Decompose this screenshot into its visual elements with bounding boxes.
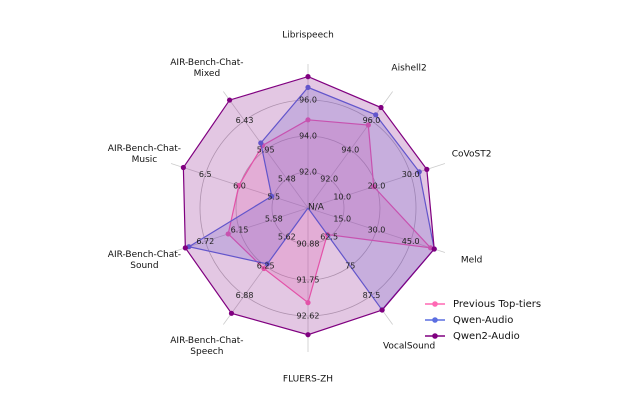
- data-point: [228, 310, 235, 316]
- data-point: [305, 117, 311, 123]
- axis-label: FLUERS-ZH: [282, 374, 334, 385]
- spoke: [307, 207, 446, 253]
- legend-entry: Qwen-Audio: [425, 312, 541, 328]
- data-point: [424, 166, 430, 172]
- tick-label: 30.0: [402, 170, 420, 179]
- gap-connector: [307, 207, 383, 311]
- axis-label: Meld: [460, 255, 483, 266]
- data-point: [305, 84, 311, 90]
- tick-label: 92.62: [297, 312, 320, 321]
- legend-dot: [432, 301, 438, 307]
- axis-label: CoVoST2: [451, 149, 492, 160]
- data-point: [373, 112, 379, 118]
- data-point: [182, 245, 188, 251]
- gap-connector: [266, 207, 309, 265]
- tick-label: 75: [345, 262, 355, 271]
- legend-entry: Qwen2-Audio: [425, 328, 541, 344]
- series-area: [228, 119, 431, 303]
- tick-label: 92.0: [299, 168, 317, 177]
- tick-label: 10.0: [333, 192, 351, 201]
- axis-label: Aishell2: [391, 63, 427, 74]
- center-label: N/A: [308, 203, 325, 213]
- data-point: [225, 231, 231, 237]
- data-point: [378, 104, 384, 111]
- tick-label: 30.0: [368, 226, 386, 235]
- tick-label: 5.48: [278, 174, 296, 183]
- axis-label: AIR-Bench-Chat- Mixed: [170, 57, 244, 79]
- data-point: [305, 74, 311, 80]
- data-point: [261, 265, 267, 272]
- axis-label: AIR-Bench-Chat- Speech: [170, 336, 244, 358]
- data-point: [236, 182, 242, 189]
- tick-label: 62.5: [320, 233, 338, 242]
- data-point: [431, 246, 437, 252]
- tick-label: 90.88: [297, 240, 320, 249]
- data-point: [379, 307, 385, 313]
- legend-dot: [432, 333, 438, 339]
- data-point: [365, 122, 371, 128]
- series-area: [188, 87, 435, 310]
- legend-swatch: [425, 301, 445, 307]
- axis-label: VocalSound: [382, 341, 436, 352]
- tick-label: 6.25: [257, 262, 275, 271]
- tick-label: 91.75: [297, 276, 320, 285]
- tick-label: 94.0: [341, 145, 359, 154]
- data-point: [371, 184, 377, 190]
- tick-label: 6.15: [231, 226, 249, 235]
- tick-label: 6.72: [196, 237, 214, 246]
- tick-label: 94.0: [299, 132, 317, 141]
- legend-label: Qwen-Audio: [453, 314, 514, 326]
- data-point: [416, 169, 422, 175]
- data-point: [258, 140, 264, 146]
- tick-label: 20.0: [368, 181, 386, 190]
- tick-label: 96.0: [299, 96, 317, 105]
- spoke: [307, 163, 446, 209]
- data-point: [264, 261, 270, 267]
- legend-dot: [432, 317, 438, 323]
- tick-label: 5.58: [265, 215, 283, 224]
- data-point: [305, 332, 311, 338]
- tick-label: 87.5: [363, 291, 381, 300]
- legend-label: Qwen2-Audio: [453, 330, 520, 342]
- tick-label: 6.5: [199, 170, 212, 179]
- data-point: [305, 300, 311, 306]
- spoke: [223, 91, 309, 209]
- tick-label: 5.62: [278, 233, 296, 242]
- tick-label: 6.0: [233, 181, 246, 190]
- axis-label: AIR-Bench-Chat- Music: [107, 143, 182, 165]
- spoke: [307, 91, 393, 209]
- legend: Previous Top-tiers Qwen-Audio Qwen2-Audio: [425, 296, 541, 344]
- spoke: [170, 207, 309, 253]
- tick-label: 45.0: [402, 237, 420, 246]
- series-area: [183, 76, 435, 335]
- axis-label: Librispeech: [282, 30, 334, 41]
- tick-label: 5.5: [267, 192, 280, 201]
- tick-label: 5.95: [257, 145, 275, 154]
- legend-label: Previous Top-tiers: [453, 298, 542, 310]
- tick-label: 15.0: [333, 215, 351, 224]
- legend-entry: Previous Top-tiers: [425, 296, 541, 312]
- tick-label: 96.0: [363, 116, 381, 125]
- data-point: [226, 97, 233, 103]
- axis-label: AIR-Bench-Chat- Sound: [107, 250, 182, 272]
- data-point: [269, 193, 275, 199]
- data-point: [180, 164, 186, 171]
- tick-label: 6.43: [236, 116, 254, 125]
- legend-swatch: [425, 317, 445, 323]
- legend-swatch: [425, 333, 445, 339]
- tick-label: 92.0: [320, 174, 338, 183]
- tick-label: 6.88: [236, 291, 254, 300]
